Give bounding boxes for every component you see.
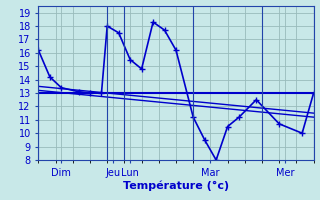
X-axis label: Température (°c): Température (°c) [123, 180, 229, 191]
